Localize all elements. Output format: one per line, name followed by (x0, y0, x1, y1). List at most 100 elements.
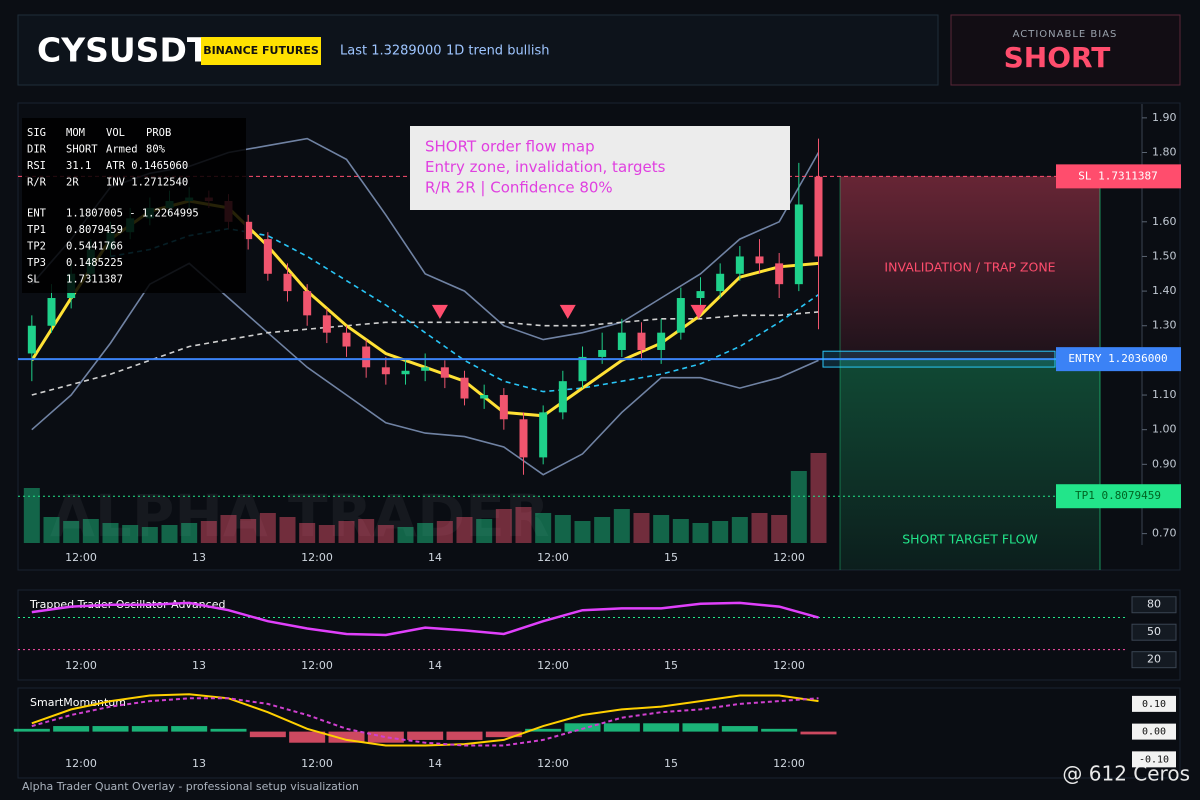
candle-body (263, 239, 272, 274)
info-cell: Armed (106, 144, 138, 156)
info-cell: 0.8079459 (66, 224, 123, 236)
info-cell: INV 1.2712540 (106, 177, 188, 189)
y-tick-label: 1.10 (1152, 388, 1177, 401)
volume-bar (771, 515, 788, 543)
level-label: SL 1.7311387 (1078, 169, 1157, 182)
candle-body (401, 370, 410, 375)
momentum-bar (13, 728, 50, 732)
volume-bar (712, 521, 729, 543)
note-line: Entry zone, invalidation, targets (425, 158, 666, 176)
watermark: ALPHA TRADER (50, 482, 550, 550)
info-cell: ENT (27, 208, 47, 220)
candle-body (578, 356, 587, 382)
y-tick-label: 80 (1147, 598, 1161, 611)
volume-bar (417, 523, 434, 543)
x-tick-label: 15 (664, 551, 678, 564)
info-cell: MOM (66, 127, 85, 139)
x-tick-label: 12:00 (301, 551, 333, 564)
momentum-bar (446, 731, 483, 740)
info-cell: TP1 (27, 224, 46, 236)
volume-bar (397, 527, 414, 543)
y-tick-label: 1.40 (1152, 284, 1177, 297)
momentum-bar (289, 731, 326, 743)
volume-bar (574, 521, 591, 543)
y-tick-box (1131, 596, 1177, 614)
volume-bar (279, 517, 296, 543)
momentum-bar (249, 731, 286, 738)
y-tick-box (1132, 751, 1176, 768)
volume-bar (594, 517, 611, 543)
info-cell: 1.7311387 (66, 274, 123, 286)
y-tick-box (1131, 651, 1177, 669)
candle-body (735, 256, 744, 274)
candle-body (303, 291, 312, 316)
momentum-bar (328, 731, 365, 743)
x-tick-label: 12:00 (537, 551, 569, 564)
info-cell: VOL (106, 127, 125, 139)
momentum-bar (761, 728, 798, 732)
x-tick-label: 12:00 (301, 659, 333, 672)
info-cell: 2R (66, 177, 79, 189)
volume-bar (299, 523, 316, 543)
momentum-bar (643, 723, 680, 732)
momentum-line (31, 693, 819, 747)
x-tick-label: 15 (664, 659, 678, 672)
x-tick-label: 14 (428, 757, 442, 770)
volume-bar (358, 519, 375, 543)
invalidation-zone (840, 176, 1100, 360)
volume-bar (338, 521, 355, 543)
info-cell: SIG (27, 127, 46, 139)
volume-bar (436, 521, 453, 543)
volume-bar (200, 521, 217, 543)
candle-body (244, 221, 253, 240)
zone-annotation: INVALIDATION / TRAP ZONE (884, 260, 1055, 275)
candle-body (598, 349, 607, 357)
info-cell: SHORT (66, 144, 98, 156)
info-cell: SL (27, 274, 40, 286)
y-tick-label: 0.00 (1142, 727, 1166, 738)
level-tag (1056, 484, 1181, 509)
momentum-bar (721, 726, 758, 732)
info-cell: 0.5441766 (66, 241, 123, 253)
info-cell: DIR (27, 144, 47, 156)
momentum-bar (131, 726, 168, 732)
candle-body (657, 332, 666, 350)
footer-caption: Alpha Trader Quant Overlay - professiona… (22, 780, 359, 793)
volume-bar (63, 521, 80, 543)
info-cell: RSI (27, 160, 46, 172)
info-cell: 31.1 (66, 160, 91, 172)
x-tick-label: 13 (192, 551, 206, 564)
momentum-bar (53, 726, 90, 732)
level-label: ENTRY 1.2036000 (1068, 352, 1167, 365)
x-tick-label: 12:00 (773, 659, 805, 672)
candle-body (47, 298, 56, 326)
oscillator-panel (17, 589, 1181, 681)
info-cell: 1.1807005 - 1.2264995 (66, 208, 199, 220)
candle-body (460, 377, 469, 399)
y-tick-label: 20 (1147, 653, 1161, 666)
candle-body (814, 176, 823, 257)
momentum-bar (367, 731, 404, 743)
momentum-line (31, 697, 819, 747)
y-tick-label: 1.30 (1152, 319, 1177, 332)
oscillator-line (31, 601, 819, 637)
momentum-bar (407, 731, 444, 740)
candle-body (480, 395, 489, 399)
momentum-bar (525, 728, 562, 732)
momentum-bar (210, 728, 247, 732)
volume-bar (181, 523, 198, 543)
y-tick-label: 1.90 (1152, 111, 1177, 124)
level-label: TP1 0.8079459 (1075, 489, 1161, 502)
volume-bar (377, 525, 394, 543)
momentum-bar (603, 723, 640, 732)
y-tick-label: -0.10 (1139, 754, 1169, 765)
short-signal (559, 304, 576, 319)
volume-bar (43, 517, 60, 543)
level-tag (1056, 347, 1181, 372)
momentum-bar (564, 723, 601, 732)
info-cell: 0.1485225 (66, 257, 123, 269)
volume-bar (633, 513, 650, 543)
volume-bar (554, 515, 571, 543)
